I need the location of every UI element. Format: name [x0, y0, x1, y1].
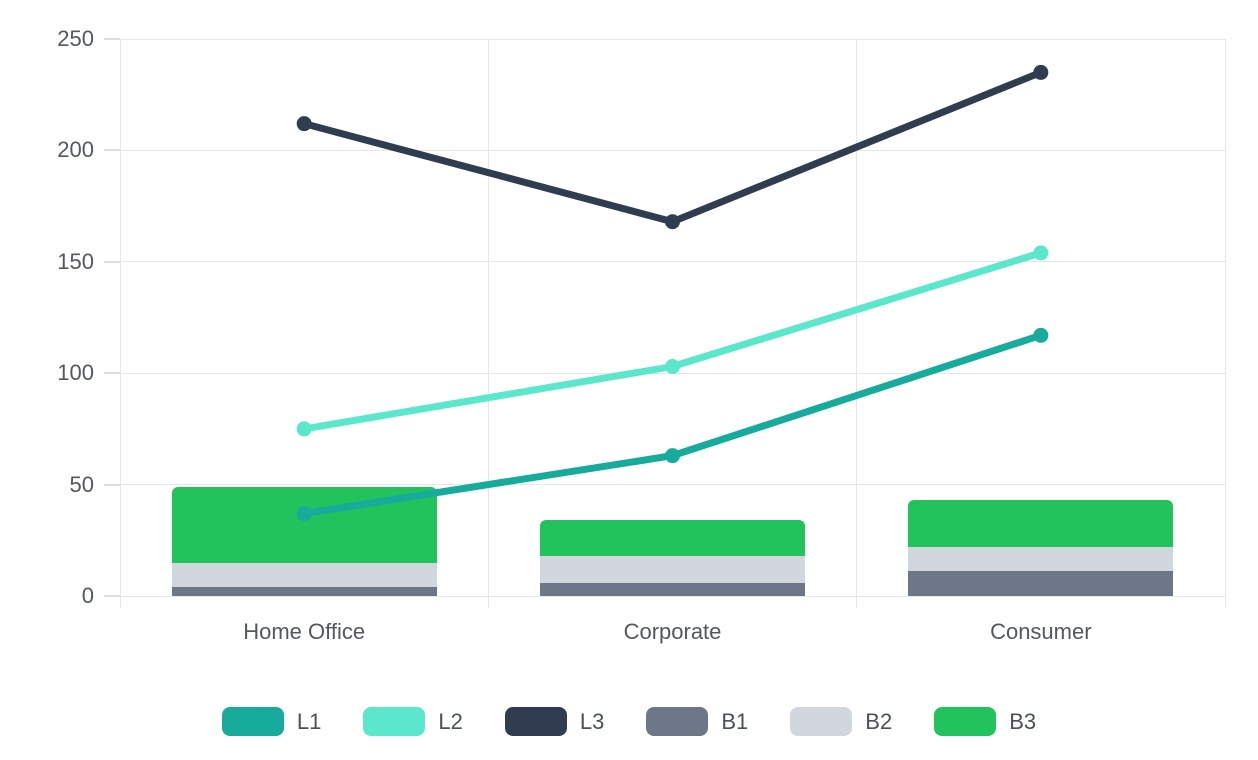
bar-segment-b3[interactable]	[171, 486, 437, 563]
line-point-l2[interactable]	[296, 421, 312, 437]
y-tick-mark	[104, 260, 120, 263]
bar-segment-b1[interactable]	[540, 582, 805, 596]
y-tick-label: 100	[57, 360, 94, 386]
line-l3	[300, 68, 1045, 226]
bar-segment-b3[interactable]	[540, 520, 805, 556]
gridline-vertical	[487, 39, 489, 608]
line-l2	[300, 249, 1045, 433]
legend-swatch-b3	[934, 707, 997, 736]
legend-item-l3[interactable]: L3	[504, 707, 605, 736]
legend-swatch-b2	[790, 707, 853, 736]
y-tick-label: 250	[57, 26, 94, 51]
legend-label: B2	[865, 708, 893, 734]
y-tick-mark	[104, 595, 120, 597]
line-point-l2[interactable]	[1033, 245, 1049, 261]
legend-label: L3	[579, 708, 605, 734]
line-point-l1[interactable]	[665, 448, 680, 464]
x-category-label: Consumer	[990, 619, 1092, 644]
gridline-horizontal	[120, 149, 1225, 151]
legend-swatch-b1	[646, 707, 709, 736]
bar-segment-b2[interactable]	[908, 546, 1174, 572]
legend-label: B3	[1009, 708, 1037, 734]
y-tick-label: 0	[81, 583, 94, 608]
bar-segment-b2[interactable]	[540, 555, 805, 583]
legend-item-l1[interactable]: L1	[221, 707, 322, 736]
x-category-label: Corporate	[623, 619, 722, 644]
line-point-l3[interactable]	[665, 214, 680, 230]
gridline-horizontal	[120, 484, 1225, 486]
line-point-l3[interactable]	[1033, 64, 1049, 80]
gridline-horizontal	[120, 38, 1225, 40]
bar-segment-b3[interactable]	[908, 500, 1174, 547]
gridline-horizontal	[120, 261, 1225, 263]
legend-item-b3[interactable]: B3	[934, 707, 1036, 736]
y-tick-mark	[104, 483, 120, 486]
y-tick-mark	[104, 38, 120, 40]
legend-item-b1[interactable]: B1	[646, 707, 748, 736]
legend-swatch-l3	[504, 707, 567, 736]
y-tick-label: 200	[57, 137, 94, 163]
line-point-l1[interactable]	[1033, 327, 1049, 343]
y-tick-mark	[104, 149, 120, 152]
gridline-vertical	[119, 39, 121, 608]
legend-item-l2[interactable]: L2	[363, 707, 463, 736]
legend-item-b2[interactable]: B2	[790, 707, 892, 736]
legend-swatch-l2	[363, 707, 426, 736]
gridline-horizontal	[120, 372, 1225, 374]
legend-label: B1	[721, 708, 749, 734]
x-category-label: Home Office	[243, 619, 366, 644]
line-point-l3[interactable]	[296, 116, 312, 132]
y-tick-mark	[104, 372, 120, 375]
legend-swatch-l1	[221, 707, 284, 736]
y-tick-label: 150	[57, 248, 94, 274]
legend-label: L2	[438, 708, 463, 734]
bar-segment-b1[interactable]	[908, 571, 1174, 596]
bar-segment-b1[interactable]	[171, 587, 437, 596]
gridline-vertical	[856, 39, 858, 608]
legend: L1 L2 L3 B1 B2 B3	[0, 707, 1258, 736]
y-tick-label: 50	[69, 471, 94, 497]
gridline-horizontal	[120, 595, 1225, 597]
legend-label: L1	[296, 708, 322, 734]
gridline-vertical	[1224, 39, 1226, 608]
bar-segment-b2[interactable]	[171, 562, 437, 588]
